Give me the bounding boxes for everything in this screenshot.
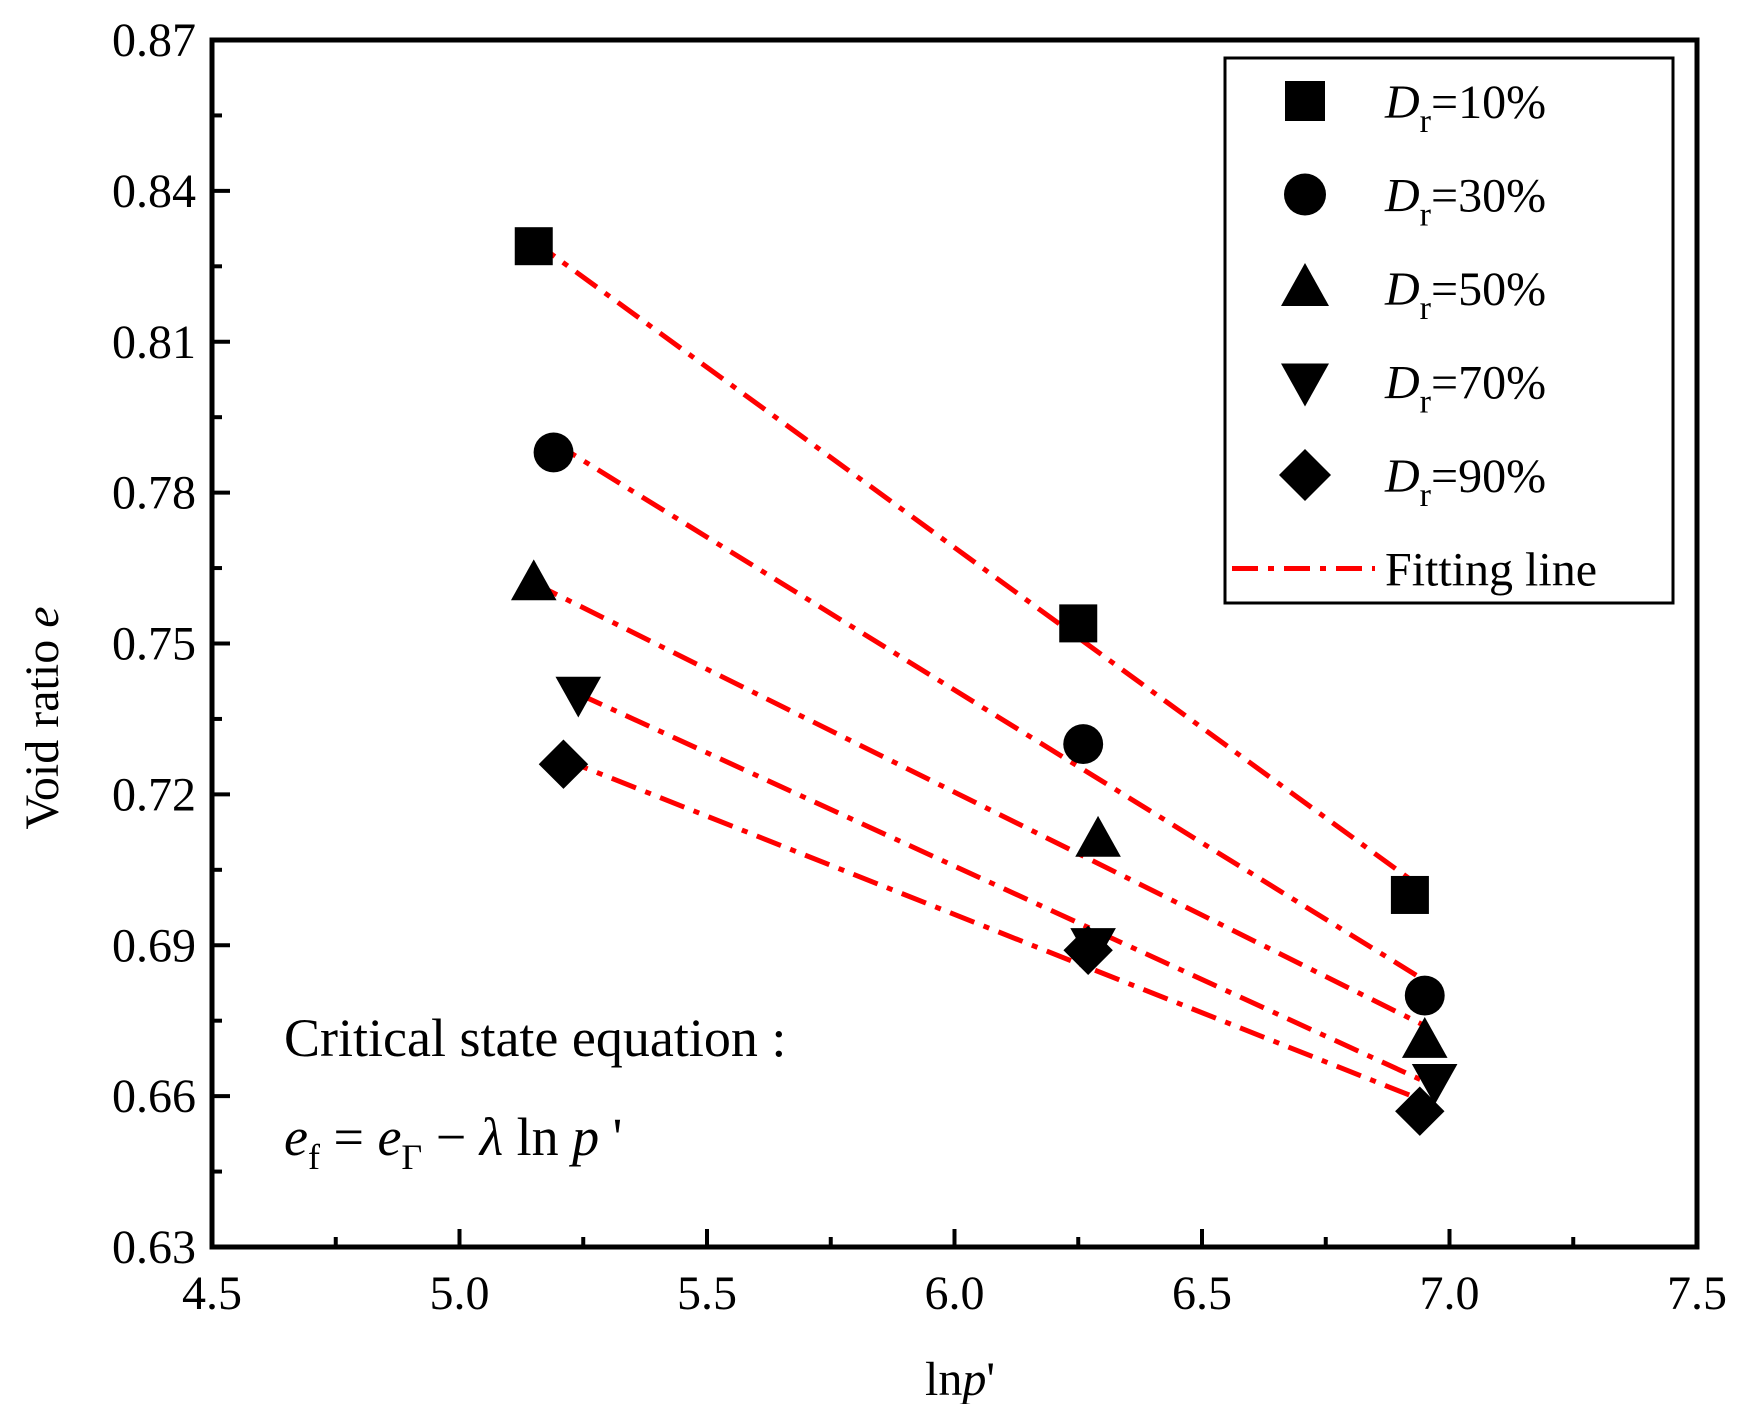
legend-label-dr-70-: Dr=70%	[1384, 357, 1546, 421]
y-tick-labels: 0.63 0.66 0.69 0.72 0.75 0.78 0.81 0.84 0.87	[112, 14, 196, 1274]
fit-line-dr-50-	[532, 580, 1426, 1028]
annotation-title: Critical state equation :	[284, 1008, 786, 1068]
x-tick-label: 5.5	[677, 1267, 737, 1320]
legend-marker-dr-90-	[1279, 449, 1331, 501]
legend-label-dr-30-: Dr=30%	[1384, 170, 1546, 234]
data-point-dr-70-	[1411, 1063, 1458, 1105]
y-tick-label: 0.84	[112, 165, 196, 218]
x-tick-label: 6.5	[1172, 1267, 1232, 1320]
legend-marker-dr-50-	[1281, 263, 1329, 306]
y-tick-label: 0.69	[112, 919, 196, 972]
legend-marker-dr-70-	[1281, 363, 1329, 407]
annotation-equation: ef = eΓ − λ ln p '	[284, 1107, 622, 1177]
y-tick-label: 0.81	[112, 316, 196, 369]
data-markers	[510, 227, 1458, 1136]
legend-marker-dr-30-	[1284, 173, 1326, 216]
critical-state-annotation: Critical state equation : ef = eΓ − λ ln…	[284, 1008, 786, 1177]
data-point-dr-90-	[1063, 925, 1113, 975]
data-point-dr-30-	[1063, 724, 1104, 765]
fit-line-dr-30-	[552, 440, 1427, 983]
data-point-dr-50-	[510, 559, 557, 601]
y-axis-title: Void ratio e	[16, 606, 69, 829]
y-tick-label: 0.87	[112, 14, 196, 67]
legend-marker-dr-10-	[1285, 81, 1325, 121]
data-point-dr-90-	[1395, 1086, 1445, 1136]
x-axis-title: lnp'	[925, 1353, 995, 1404]
data-point-dr-10-	[1059, 604, 1098, 643]
y-tick-label: 0.72	[112, 768, 196, 821]
x-tick-label: 6.0	[925, 1267, 985, 1320]
fit-line-dr-70-	[577, 691, 1436, 1089]
data-point-dr-30-	[1404, 975, 1445, 1016]
y-tick-label: 0.78	[112, 467, 196, 520]
x-tick-label: 5.0	[430, 1267, 490, 1320]
x-tick-label: 7.5	[1667, 1267, 1727, 1320]
x-tick-label: 4.5	[182, 1267, 242, 1320]
legend-box	[1223, 56, 1675, 605]
legend-label-dr-90-: Dr=90%	[1384, 450, 1546, 514]
x-tick-labels: 4.5 5.0 5.5 6.0 6.5 7.0 7.5	[182, 1267, 1727, 1320]
legend-label-dr-10-: Dr=10%	[1384, 76, 1546, 140]
plot-frame	[209, 37, 1700, 1250]
data-point-dr-70-	[555, 676, 602, 718]
data-point-dr-10-	[1390, 875, 1429, 914]
data-point-dr-90-	[538, 739, 589, 789]
y-tick-label: 0.63	[112, 1221, 196, 1274]
data-point-dr-30-	[533, 432, 574, 473]
data-point-dr-50-	[1401, 1017, 1448, 1058]
fitting-lines	[532, 239, 1436, 1104]
y-tick-label: 0.66	[112, 1070, 196, 1123]
y-tick-label: 0.75	[112, 618, 196, 671]
legend-label-dr-50-: Dr=50%	[1384, 263, 1546, 327]
data-point-dr-10-	[514, 227, 553, 266]
x-tick-label: 7.0	[1420, 1267, 1480, 1320]
legend: Dr=10% Dr=30% Dr=50% Dr=70% Dr=90% Fitting li…	[1223, 56, 1675, 605]
data-point-dr-50-	[1075, 815, 1121, 857]
legend-label-fitting-line: Fitting line	[1385, 544, 1597, 597]
